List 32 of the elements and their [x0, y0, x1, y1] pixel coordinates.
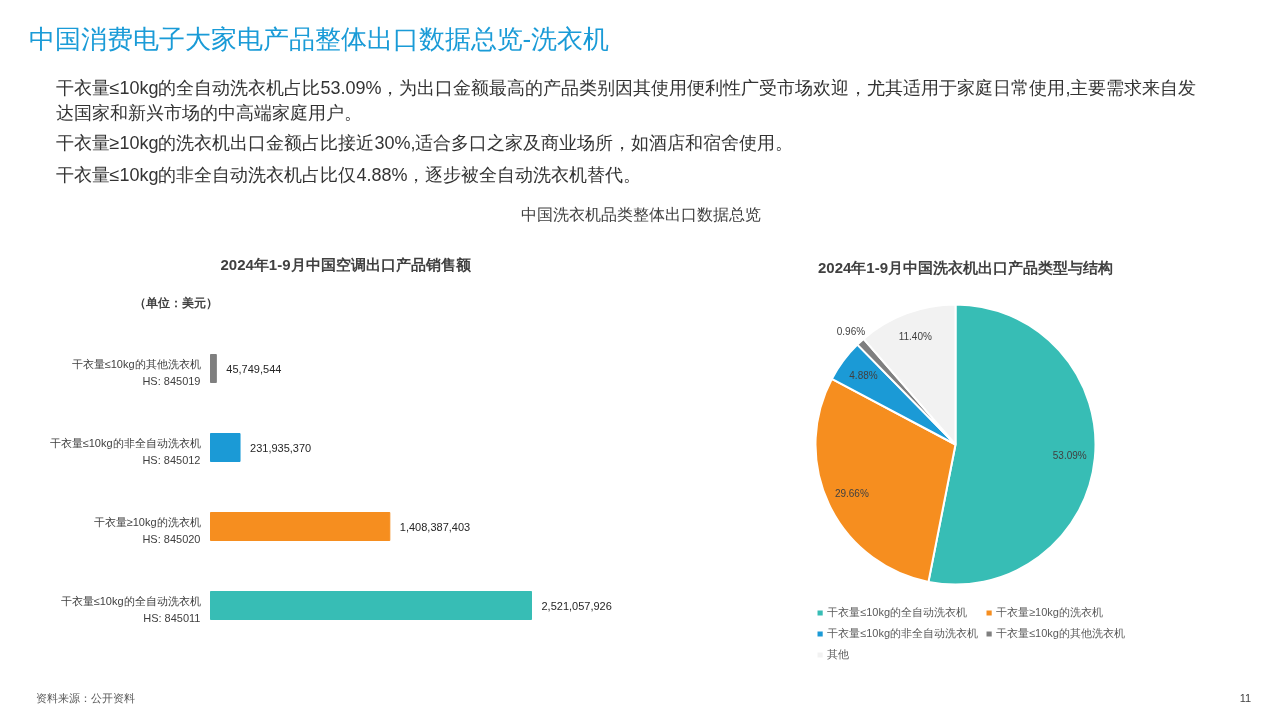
- bar: [210, 591, 532, 620]
- bar: [210, 512, 391, 541]
- bar: [210, 433, 241, 462]
- text: （单位：美元）: [133, 295, 218, 310]
- chart-title: 2024年1-9月中国洗衣机出口产品类型与结构: [817, 259, 1114, 276]
- text: 资料来源：公开资料: [35, 691, 135, 704]
- legend-label: 干衣量≤10kg的非全自动洗衣机: [827, 626, 978, 641]
- legend-label: 干衣量≥10kg的洗衣机: [996, 605, 1103, 620]
- data-label: 11.40%: [898, 331, 932, 343]
- text: 干衣量≤10kg的全自动洗衣机占比53.09%，为出口金额最高的产品类别因其使用便利性广受市场欢迎，尤其适用于家庭日常使用,主要需求来自发达国家和新兴市场的中高端家庭用户。: [55, 77, 1197, 124]
- data-label: 1,408,387,403: [399, 520, 471, 533]
- legend-label: 干衣量≤10kg的全自动洗衣机: [827, 605, 967, 620]
- data-label: 53.09%: [1052, 450, 1087, 462]
- chart-title: 2024年1-9月中国空调出口产品销售额: [220, 256, 472, 273]
- text: 干衣量≤10kg的非全自动洗衣机占比仅4.88%，逐步被全自动洗衣机替代。: [55, 164, 642, 185]
- text: 干衣量≥10kg的洗衣机出口金额占比接近30%,适合多口之家及商业场所，如酒店和宿舍使用。: [55, 132, 794, 153]
- y-tick-label: 干衣量≤10kg的其他洗衣机 HS: 845019: [71, 357, 201, 388]
- legend-label: 其他: [827, 647, 850, 662]
- bar: [210, 354, 217, 383]
- data-label: 2,521,057,926: [541, 599, 612, 612]
- y-tick-label: 干衣量≥10kg的洗衣机 HS: 845020: [93, 515, 201, 546]
- data-label: 29.66%: [834, 488, 869, 500]
- y-tick-label: 干衣量≤10kg的非全自动洗衣机 HS: 845012: [49, 436, 201, 467]
- text: 中国洗衣机品类整体出口数据总览: [520, 206, 761, 223]
- y-tick-label: 干衣量≤10kg的全自动洗衣机 HS: 845011: [60, 594, 201, 625]
- data-label: 45,749,544: [226, 362, 282, 375]
- data-label: 231,935,370: [250, 441, 312, 454]
- text: 11: [1239, 691, 1252, 704]
- legend-label: 干衣量≤10kg的其他洗衣机: [996, 626, 1125, 641]
- data-label: 0.96%: [836, 325, 866, 337]
- text: 中国消费电子大家电产品整体出口数据总览-洗衣机: [28, 23, 610, 54]
- data-label: 4.88%: [849, 370, 878, 382]
